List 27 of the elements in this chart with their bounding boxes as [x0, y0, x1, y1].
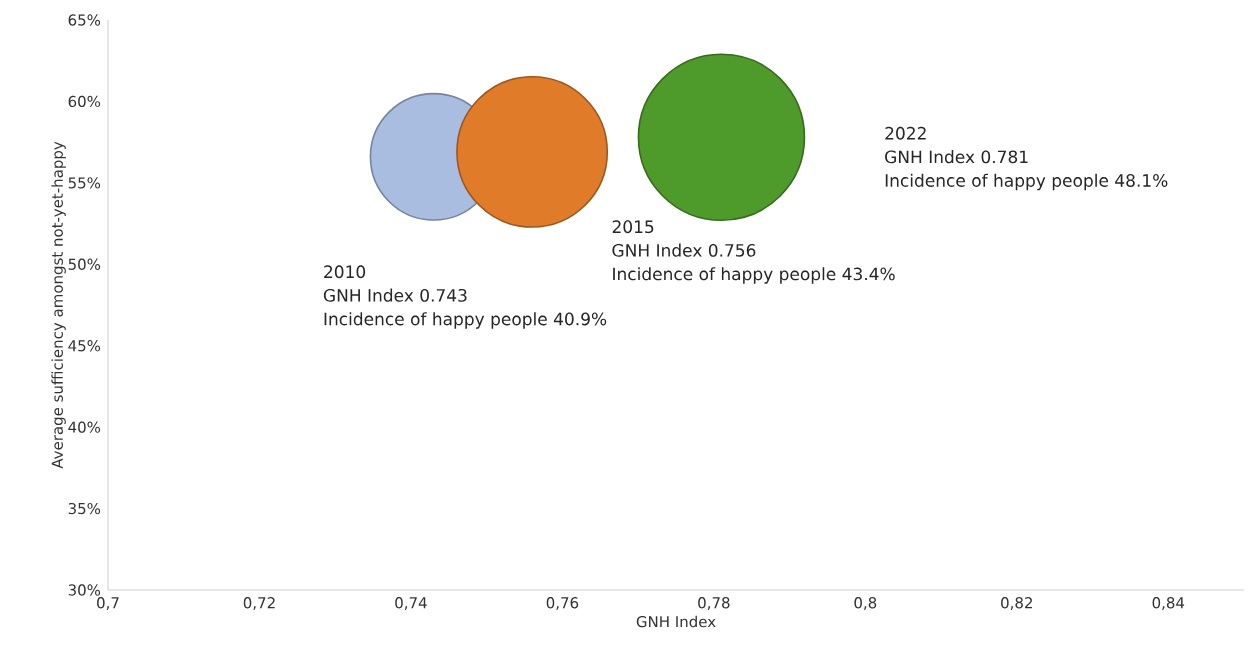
- x-tick-label: 0,7: [97, 597, 119, 610]
- y-tick-label: 55%: [68, 177, 101, 189]
- y-tick-label: 45%: [68, 340, 101, 352]
- annotation: GNH Index 0.781: [885, 150, 1028, 164]
- annotation: 2022: [885, 126, 926, 140]
- annotation: 2010: [324, 265, 366, 279]
- annotation: Incidence of happy people 40.9%: [324, 312, 607, 329]
- y-axis-title: Average sufficiency amongst not-yet-happy: [51, 141, 66, 469]
- annotation: GNH Index 0.743: [323, 288, 467, 302]
- x-tick-label: 0,72: [243, 597, 275, 610]
- x-axis-title: GNH Index: [636, 615, 716, 628]
- x-tick-label: 0,82: [1001, 597, 1032, 610]
- y-tick-label: 60%: [68, 95, 101, 108]
- annotation: Incidence of happy people 43.4%: [613, 267, 895, 284]
- annotation: GNH Index 0.756: [612, 243, 756, 257]
- y-tick-label: 35%: [68, 502, 101, 515]
- y-tick-label: 65%: [68, 14, 101, 26]
- x-tick-label: 0,74: [395, 597, 427, 610]
- annotation: Incidence of happy people 48.1%: [885, 173, 1168, 191]
- y-tick-label: 50%: [68, 258, 101, 270]
- x-tick-label: 0,76: [546, 597, 579, 610]
- x-tick-label: 0,8: [854, 597, 877, 610]
- x-tick-label: 0,84: [1152, 597, 1185, 610]
- x-tick-label: 0,78: [698, 597, 730, 610]
- annotation: 2015: [612, 220, 654, 234]
- y-tick-label: 40%: [68, 421, 101, 433]
- y-tick-label: 30%: [68, 584, 101, 596]
